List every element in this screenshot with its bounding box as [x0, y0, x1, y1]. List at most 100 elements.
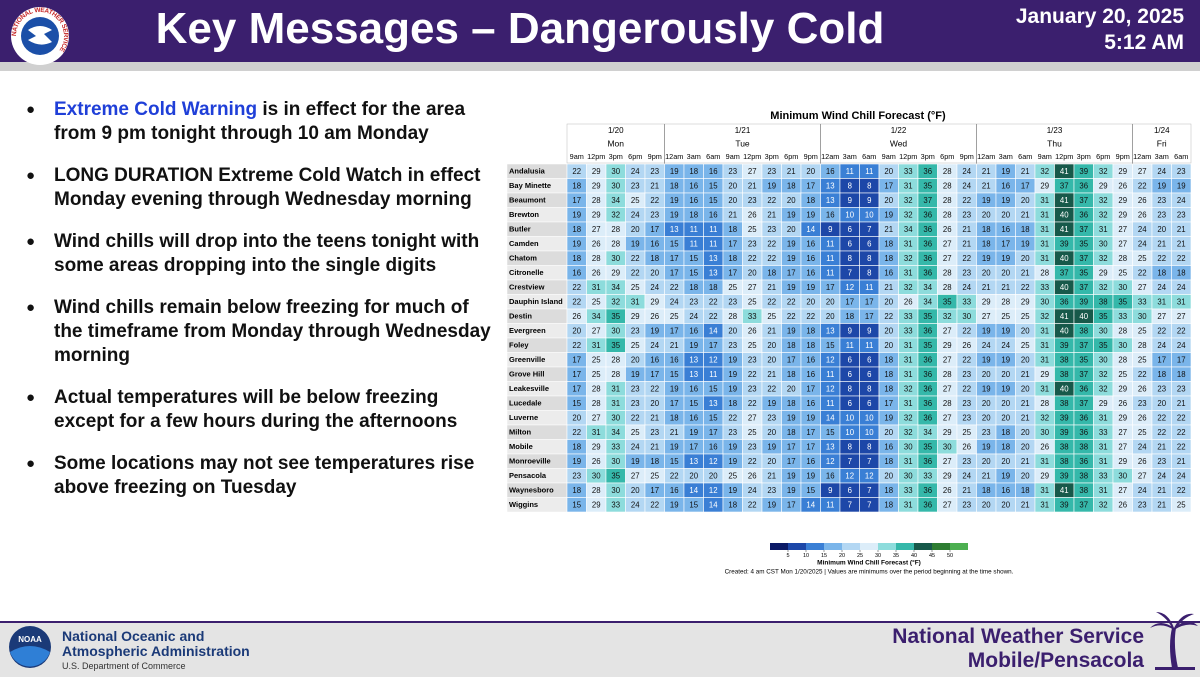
cell-value: 22: [1157, 254, 1166, 263]
colorbar-label: Minimum Wind Chill Forecast (°F): [817, 559, 921, 567]
cell-value: 26: [748, 326, 757, 335]
cell-value: 40: [1079, 312, 1088, 321]
hour-label: 6pm: [1096, 152, 1110, 161]
cell-value: 32: [1099, 500, 1108, 509]
cell-value: 9: [828, 486, 832, 495]
cell-value: 36: [923, 384, 932, 393]
cell-value: 11: [826, 500, 834, 509]
cell-value: 26: [572, 312, 581, 321]
cell-value: 24: [1138, 442, 1147, 451]
cell-value: 18: [1001, 442, 1010, 451]
cell-value: 15: [689, 268, 698, 277]
cell-value: 21: [650, 413, 659, 422]
cell-value: 16: [826, 471, 835, 480]
cell-value: 35: [923, 181, 932, 190]
cell-value: 17: [572, 384, 581, 393]
date-label: 1/20: [608, 126, 624, 135]
cell-value: 24: [631, 442, 640, 451]
cell-value: 18: [806, 341, 815, 350]
cell-value: 28: [1001, 297, 1010, 306]
cell-value: 31: [1040, 486, 1049, 495]
cell-value: 11: [709, 370, 717, 379]
cell-value: 16: [806, 355, 815, 364]
bullet: Some locations may not see temperatures …: [22, 452, 492, 500]
cell-value: 33: [904, 167, 913, 176]
cell-value: 21: [1157, 500, 1166, 509]
cell-value: 26: [748, 210, 757, 219]
cell-value: 25: [631, 428, 640, 437]
cell-value: 19: [806, 413, 815, 422]
cell-value: 28: [943, 181, 952, 190]
cell-value: 35: [1079, 355, 1088, 364]
cell-value: 22: [767, 297, 776, 306]
hour-label: 3am: [687, 152, 701, 161]
cell-value: 6: [848, 355, 852, 364]
cell-value: 32: [1040, 413, 1049, 422]
cell-value: 23: [631, 384, 640, 393]
cell-value: 17: [650, 486, 659, 495]
cell-value: 20: [806, 167, 815, 176]
cell-value: 21: [884, 225, 893, 234]
cell-value: 25: [1118, 268, 1127, 277]
cell-value: 18: [806, 326, 815, 335]
cell-value: 18: [728, 225, 737, 234]
cell-value: 25: [1001, 312, 1010, 321]
cell-value: 23: [1157, 210, 1166, 219]
cell-value: 18: [884, 355, 893, 364]
cell-value: 27: [748, 167, 757, 176]
day-label: Tue: [735, 138, 750, 148]
hour-label: 12pm: [899, 152, 917, 161]
cell-value: 25: [592, 297, 601, 306]
cell-value: 20: [1021, 471, 1030, 480]
cell-value: 29: [1099, 268, 1108, 277]
cell-value: 25: [1138, 254, 1147, 263]
cell-value: 15: [670, 457, 679, 466]
cell-value: 18: [845, 312, 854, 321]
cell-value: 20: [884, 167, 893, 176]
bullet-text: LONG DURATION Extreme Cold Watch in effe…: [54, 165, 481, 210]
colorbar-tick-label: 30: [875, 553, 881, 559]
cell-value: 33: [1138, 297, 1147, 306]
cell-value: 24: [1138, 225, 1147, 234]
cell-value: 21: [962, 486, 971, 495]
cell-value: 20: [1001, 268, 1010, 277]
cell-value: 36: [1079, 428, 1088, 437]
hour-label: 9am: [726, 152, 740, 161]
cell-value: 24: [962, 167, 971, 176]
cell-value: 19: [982, 254, 991, 263]
cell-value: 8: [867, 181, 871, 190]
cell-value: 36: [923, 370, 932, 379]
cell-value: 24: [1138, 239, 1147, 248]
cell-value: 24: [631, 210, 640, 219]
cell-value: 22: [650, 196, 659, 205]
cell-value: 21: [1177, 399, 1186, 408]
cell-value: 21: [1021, 413, 1030, 422]
cell-value: 12: [826, 355, 835, 364]
cell-value: 19: [670, 210, 679, 219]
cell-value: 24: [670, 297, 679, 306]
cell-value: 18: [572, 486, 581, 495]
cell-value: 19: [1001, 471, 1010, 480]
cell-value: 29: [1118, 196, 1127, 205]
cell-value: 41: [1060, 167, 1069, 176]
cell-value: 16: [884, 268, 893, 277]
row-label: Foley: [509, 341, 529, 350]
cell-value: 20: [1021, 355, 1030, 364]
cell-value: 16: [709, 167, 718, 176]
cell-value: 25: [592, 370, 601, 379]
cell-value: 21: [787, 167, 796, 176]
cell-value: 34: [592, 312, 601, 321]
cell-value: 22: [631, 268, 640, 277]
cell-value: 27: [1138, 167, 1147, 176]
cell-value: 25: [1021, 312, 1030, 321]
cell-value: 27: [631, 471, 640, 480]
cell-value: 21: [650, 181, 659, 190]
cell-value: 27: [943, 254, 952, 263]
cell-value: 9: [848, 196, 852, 205]
cell-value: 26: [904, 297, 913, 306]
cell-value: 20: [884, 297, 893, 306]
cell-value: 16: [670, 355, 679, 364]
cell-value: 7: [867, 500, 871, 509]
cell-value: 27: [982, 312, 991, 321]
cell-value: 10: [865, 428, 874, 437]
